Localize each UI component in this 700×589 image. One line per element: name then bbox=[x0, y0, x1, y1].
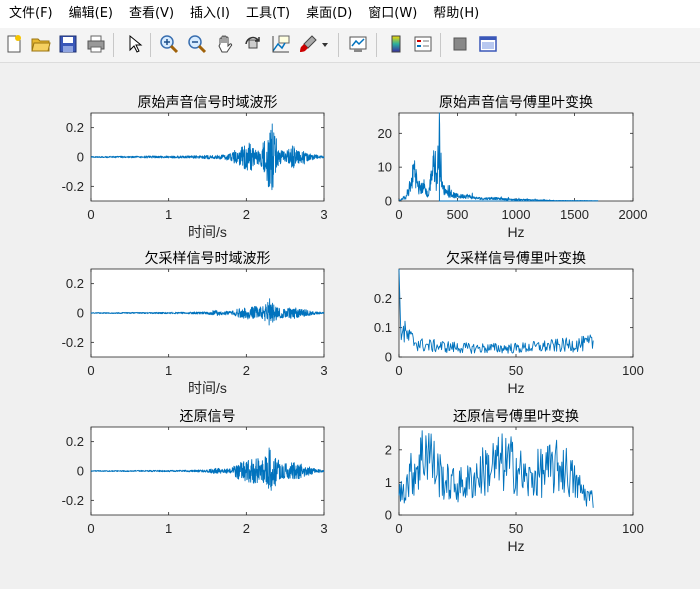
data-cursor-icon[interactable] bbox=[269, 31, 293, 57]
y-tick-label: 0 bbox=[385, 508, 392, 523]
toolbar-separator bbox=[440, 33, 441, 57]
menu-insert[interactable]: 插入(I) bbox=[190, 6, 231, 21]
data-series-line bbox=[90, 123, 325, 191]
print-icon[interactable] bbox=[84, 31, 108, 57]
x-tick-label: 1 bbox=[165, 207, 172, 222]
x-axis-label: 时间/s bbox=[188, 380, 227, 396]
toolbar-separator bbox=[150, 33, 151, 57]
x-tick-label: 2 bbox=[243, 521, 250, 536]
open-file-icon[interactable] bbox=[29, 31, 53, 57]
y-tick-label: 0.2 bbox=[66, 120, 84, 135]
menu-desktop[interactable]: 桌面(D) bbox=[306, 6, 353, 21]
x-tick-label: 2 bbox=[243, 363, 250, 378]
save-icon[interactable] bbox=[56, 31, 80, 57]
pan-hand-icon[interactable] bbox=[213, 31, 237, 57]
x-tick-label: 50 bbox=[509, 363, 523, 378]
y-tick-label: -0.2 bbox=[62, 493, 84, 508]
subplot-6[interactable]: 0 50 100 0 1 2 还原信号傅里叶变换 Hz bbox=[385, 408, 644, 554]
x-tick-label: 2000 bbox=[619, 207, 648, 222]
x-tick-label: 0 bbox=[395, 207, 402, 222]
subplot-title: 还原信号傅里叶变换 bbox=[453, 408, 579, 425]
y-tick-label: 0 bbox=[77, 464, 84, 479]
data-series-line bbox=[90, 298, 325, 326]
data-series-line bbox=[398, 268, 594, 354]
figure-canvas: 0 1 2 3 -0.2 0 0.2 原始声音信号时域波形 时间/s 0 500 1000 1500 20… bbox=[0, 63, 700, 589]
y-tick-label: 0 bbox=[77, 306, 84, 321]
subplot-title: 原始声音信号时域波形 bbox=[138, 94, 278, 111]
link-plot-icon[interactable] bbox=[346, 31, 370, 57]
y-tick-label: 0 bbox=[385, 350, 392, 365]
y-tick-label: 2 bbox=[385, 442, 392, 457]
y-tick-label: 1 bbox=[385, 475, 392, 490]
subplot-title: 欠采样信号时域波形 bbox=[145, 251, 271, 267]
toolbar-separator bbox=[376, 33, 377, 57]
subplot-2[interactable]: 0 500 1000 1500 2000 0 10 20 原始声音信号傅里叶变换 Hz bbox=[378, 94, 648, 240]
zoom-in-icon[interactable] bbox=[157, 31, 181, 57]
y-tick-label: 0.2 bbox=[66, 276, 84, 291]
x-tick-label: 3 bbox=[320, 363, 327, 378]
subplot-title: 欠采样信号傅里叶变换 bbox=[446, 250, 586, 267]
menu-help[interactable]: 帮助(H) bbox=[433, 6, 480, 21]
brush-icon[interactable] bbox=[296, 31, 320, 57]
data-series-line bbox=[398, 430, 594, 508]
x-axis-label: Hz bbox=[507, 538, 524, 554]
y-tick-label: 20 bbox=[378, 126, 392, 141]
x-tick-label: 3 bbox=[320, 521, 327, 536]
x-axis-label: Hz bbox=[507, 380, 524, 396]
data-series-line bbox=[90, 447, 325, 491]
rotate-3d-icon[interactable] bbox=[241, 31, 265, 57]
subplot-title: 原始声音信号傅里叶变换 bbox=[439, 94, 593, 111]
subplot-title: 还原信号 bbox=[180, 409, 236, 425]
brush-dropdown-icon[interactable] bbox=[318, 31, 332, 57]
menu-file[interactable]: 文件(F) bbox=[9, 6, 53, 21]
x-tick-label: 50 bbox=[509, 521, 523, 536]
menu-edit[interactable]: 编辑(E) bbox=[68, 6, 113, 21]
toolbar-separator bbox=[338, 33, 339, 57]
data-series-line bbox=[398, 112, 599, 202]
menu-window[interactable]: 窗口(W) bbox=[368, 6, 418, 21]
x-axis-label: Hz bbox=[507, 224, 524, 240]
x-tick-label: 0 bbox=[87, 521, 94, 536]
toolbar-separator bbox=[113, 33, 114, 57]
y-tick-label: -0.2 bbox=[62, 179, 84, 194]
y-tick-label: 0.1 bbox=[374, 320, 392, 335]
y-tick-label: 10 bbox=[378, 160, 392, 175]
x-tick-label: 0 bbox=[395, 521, 402, 536]
legend-icon[interactable] bbox=[411, 31, 435, 57]
x-axis-label: 时间/s bbox=[188, 224, 227, 240]
x-tick-label: 1000 bbox=[502, 207, 531, 222]
x-tick-label: 2 bbox=[243, 207, 250, 222]
x-tick-label: 0 bbox=[87, 207, 94, 222]
x-tick-label: 3 bbox=[320, 207, 327, 222]
y-tick-label: 0.2 bbox=[66, 434, 84, 449]
x-tick-label: 0 bbox=[87, 363, 94, 378]
axes-box bbox=[398, 268, 634, 358]
menu-view[interactable]: 查看(V) bbox=[128, 6, 175, 21]
y-tick-label: -0.2 bbox=[62, 335, 84, 350]
y-tick-label: 0.2 bbox=[374, 291, 392, 306]
subplot-4[interactable]: 0 50 100 0 0.1 0.2 欠采样信号傅里叶变换 Hz bbox=[374, 250, 644, 396]
menu-tools[interactable]: 工具(T) bbox=[246, 6, 291, 21]
show-plot-tools-icon[interactable] bbox=[476, 31, 500, 57]
x-tick-label: 500 bbox=[447, 207, 469, 222]
figure-toolbar bbox=[0, 28, 700, 63]
x-tick-label: 0 bbox=[395, 363, 402, 378]
menu-bar: 文件(F) 编辑(E) 查看(V) 插入(I) 工具(T) 桌面(D) 窗口(W… bbox=[0, 0, 700, 28]
x-tick-label: 1500 bbox=[560, 207, 589, 222]
x-tick-label: 100 bbox=[622, 363, 644, 378]
hide-plot-tools-icon[interactable] bbox=[448, 31, 472, 57]
pointer-icon[interactable] bbox=[122, 31, 146, 57]
x-tick-label: 1 bbox=[165, 363, 172, 378]
zoom-out-icon[interactable] bbox=[185, 31, 209, 57]
x-tick-label: 1 bbox=[165, 521, 172, 536]
y-tick-label: 0 bbox=[77, 150, 84, 165]
x-tick-label: 100 bbox=[622, 521, 644, 536]
colorbar-icon[interactable] bbox=[384, 31, 408, 57]
y-tick-label: 0 bbox=[385, 194, 392, 209]
new-figure-icon[interactable] bbox=[2, 31, 26, 57]
